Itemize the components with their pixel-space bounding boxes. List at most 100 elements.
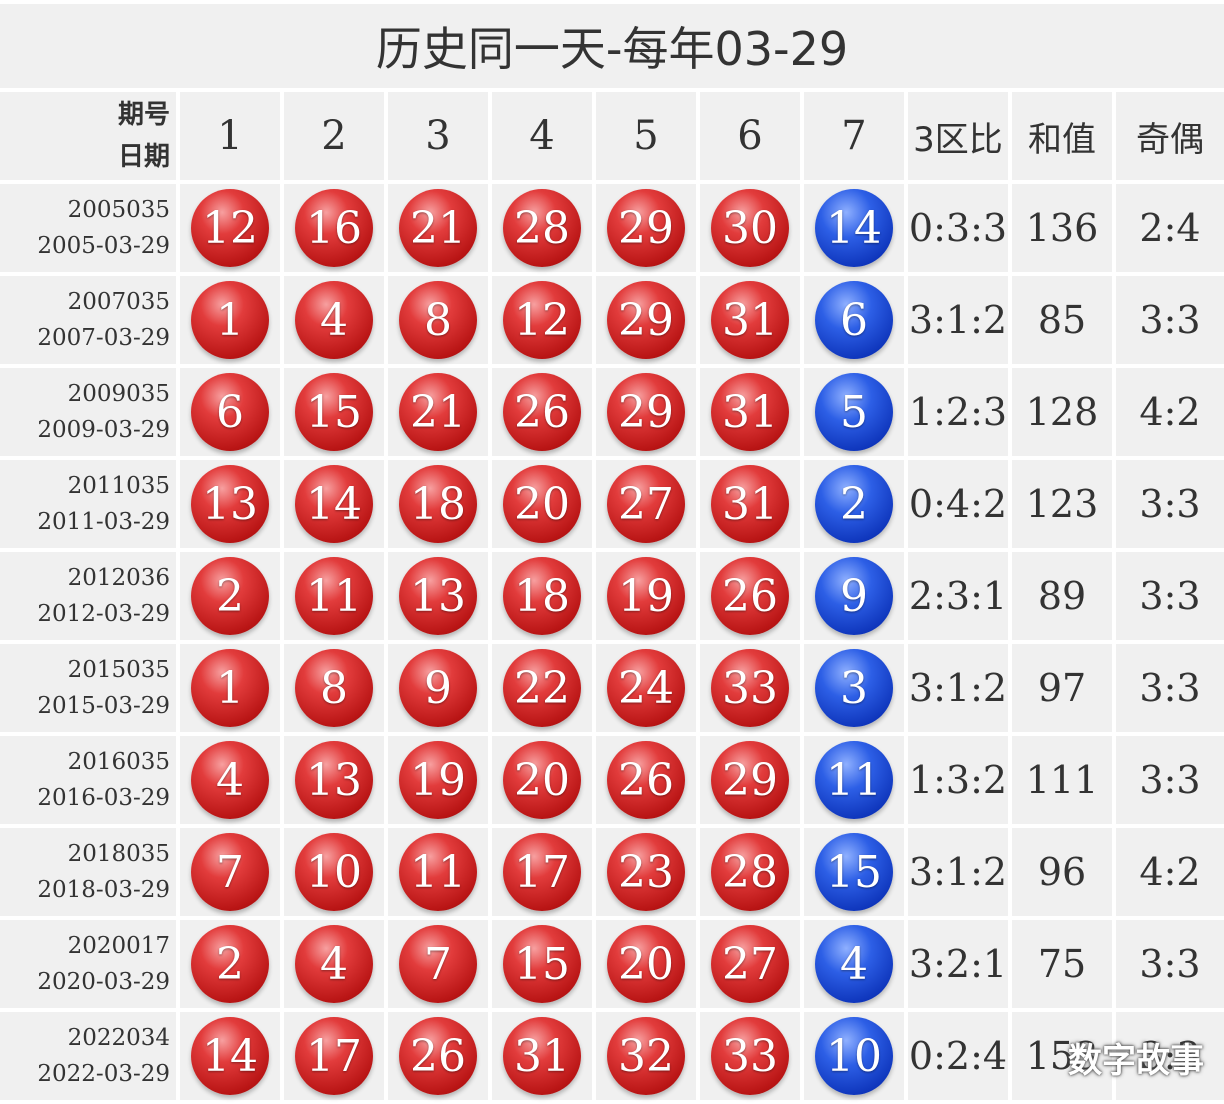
ball-cell: 8 — [388, 276, 488, 364]
date: 2018-03-29 — [37, 877, 170, 903]
red-ball: 18 — [503, 557, 581, 635]
blue-ball: 6 — [815, 281, 893, 359]
issue: 2022034 — [67, 1025, 170, 1051]
issue: 2015035 — [67, 657, 170, 683]
date: 2005-03-29 — [37, 233, 170, 259]
ball-cell: 18 — [492, 552, 592, 640]
issue-cell: 2022034 2022-03-29 — [0, 1012, 176, 1100]
ball-cell: 29 — [596, 276, 696, 364]
ball-cell: 4 — [804, 920, 904, 1008]
column-header: 3区比 — [908, 92, 1008, 180]
red-ball: 31 — [711, 373, 789, 451]
ball-cell: 14 — [804, 184, 904, 272]
blue-ball: 10 — [815, 1017, 893, 1095]
red-ball: 1 — [191, 649, 269, 727]
ball-cell: 13 — [284, 736, 384, 824]
red-ball: 4 — [191, 741, 269, 819]
ball-cell: 9 — [804, 552, 904, 640]
ball-cell: 29 — [596, 368, 696, 456]
issue: 2005035 — [67, 197, 170, 223]
ball-cell: 14 — [180, 1012, 280, 1100]
odd-even: 3:3 — [1116, 1012, 1224, 1100]
ball-cell: 26 — [492, 368, 592, 456]
ball-cell: 10 — [804, 1012, 904, 1100]
ball-cell: 29 — [596, 184, 696, 272]
ball-cell: 32 — [596, 1012, 696, 1100]
ball-cell: 33 — [700, 1012, 800, 1100]
red-ball: 13 — [399, 557, 477, 635]
red-ball: 29 — [711, 741, 789, 819]
ball-cell: 28 — [492, 184, 592, 272]
red-ball: 27 — [711, 925, 789, 1003]
red-ball: 28 — [503, 189, 581, 267]
ball-cell: 33 — [700, 644, 800, 732]
issue-cell: 2018035 2018-03-29 — [0, 828, 176, 916]
issue: 2009035 — [67, 381, 170, 407]
date: 2022-03-29 — [37, 1061, 170, 1087]
sum: 153 — [1012, 1012, 1112, 1100]
ball-cell: 11 — [284, 552, 384, 640]
ball-cell: 7 — [180, 828, 280, 916]
issue-cell: 2016035 2016-03-29 — [0, 736, 176, 824]
sum: 89 — [1012, 552, 1112, 640]
red-ball: 21 — [399, 189, 477, 267]
column-header: 2 — [284, 92, 384, 180]
blue-ball: 5 — [815, 373, 893, 451]
column-header: 3 — [388, 92, 488, 180]
ball-cell: 27 — [596, 460, 696, 548]
ball-cell: 11 — [804, 736, 904, 824]
issue-cell: 2020017 2020-03-29 — [0, 920, 176, 1008]
odd-even: 4:2 — [1116, 368, 1224, 456]
red-ball: 17 — [503, 833, 581, 911]
red-ball: 26 — [711, 557, 789, 635]
ball-cell: 19 — [388, 736, 488, 824]
red-ball: 24 — [607, 649, 685, 727]
issue: 2012036 — [67, 565, 170, 591]
issue: 2011035 — [67, 473, 170, 499]
blue-ball: 2 — [815, 465, 893, 543]
red-ball: 26 — [503, 373, 581, 451]
ball-cell: 2 — [180, 920, 280, 1008]
red-ball: 6 — [191, 373, 269, 451]
ball-cell: 8 — [284, 644, 384, 732]
ball-cell: 14 — [284, 460, 384, 548]
issue-cell: 2005035 2005-03-29 — [0, 184, 176, 272]
red-ball: 1 — [191, 281, 269, 359]
red-ball: 27 — [607, 465, 685, 543]
red-ball: 12 — [503, 281, 581, 359]
ball-cell: 28 — [700, 828, 800, 916]
ball-cell: 4 — [284, 920, 384, 1008]
sum: 96 — [1012, 828, 1112, 916]
red-ball: 8 — [295, 649, 373, 727]
zone-ratio: 3:1:2 — [908, 644, 1008, 732]
zone-ratio: 0:4:2 — [908, 460, 1008, 548]
odd-even: 2:4 — [1116, 184, 1224, 272]
date: 2012-03-29 — [37, 601, 170, 627]
ball-cell: 22 — [492, 644, 592, 732]
ball-cell: 29 — [700, 736, 800, 824]
red-ball: 30 — [711, 189, 789, 267]
blue-ball: 14 — [815, 189, 893, 267]
red-ball: 14 — [191, 1017, 269, 1095]
blue-ball: 11 — [815, 741, 893, 819]
ball-cell: 31 — [700, 460, 800, 548]
red-ball: 15 — [503, 925, 581, 1003]
zone-ratio: 0:3:3 — [908, 184, 1008, 272]
ball-cell: 27 — [700, 920, 800, 1008]
red-ball: 33 — [711, 649, 789, 727]
red-ball: 8 — [399, 281, 477, 359]
ball-cell: 20 — [492, 736, 592, 824]
zone-ratio: 3:1:2 — [908, 276, 1008, 364]
red-ball: 32 — [607, 1017, 685, 1095]
ball-cell: 21 — [388, 184, 488, 272]
ball-cell: 1 — [180, 276, 280, 364]
blue-ball: 9 — [815, 557, 893, 635]
red-ball: 7 — [399, 925, 477, 1003]
ball-cell: 20 — [492, 460, 592, 548]
issue-header: 期号 — [117, 100, 170, 130]
odd-even: 4:2 — [1116, 828, 1224, 916]
ball-cell: 3 — [804, 644, 904, 732]
date: 2007-03-29 — [37, 325, 170, 351]
red-ball: 20 — [503, 741, 581, 819]
